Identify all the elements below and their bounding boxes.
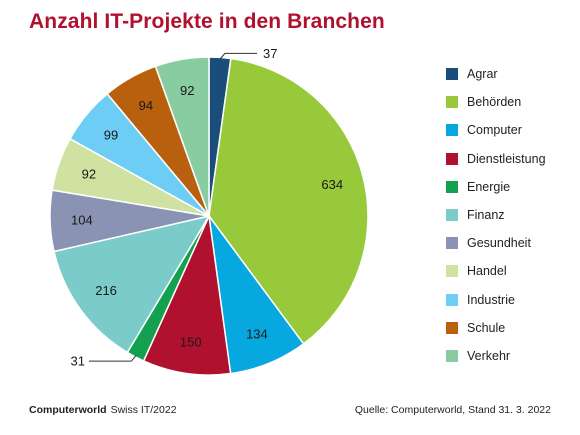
legend-swatch <box>446 237 458 250</box>
legend-label: Computer <box>467 123 522 138</box>
legend-label: Gesundheit <box>467 236 531 251</box>
value-label-computer: 134 <box>246 326 268 341</box>
value-label-verkehr: 92 <box>180 83 194 98</box>
footer-source: Quelle: Computerworld, Stand 31. 3. 2022 <box>354 404 551 416</box>
legend-item-computer: Computer <box>446 116 546 144</box>
legend-item-schule: Schule <box>446 314 546 342</box>
legend-item-verkehr: Verkehr <box>446 342 546 370</box>
legend-label: Schule <box>467 320 506 335</box>
legend-label: Agrar <box>467 67 498 82</box>
footer-publication: Swiss IT/2022 <box>110 404 177 416</box>
legend-item-industrie: Industrie <box>446 286 546 314</box>
legend-label: Energie <box>467 179 511 194</box>
legend-swatch <box>446 180 458 193</box>
legend-swatch <box>446 265 458 278</box>
slice-verkehr <box>154 56 210 217</box>
leader-line-agrar <box>219 52 257 60</box>
legend-item-dienstleistung: Dienstleistung <box>446 145 546 173</box>
legend-swatch <box>446 68 458 81</box>
legend-label: Handel <box>467 264 507 279</box>
legend-swatch <box>446 349 458 362</box>
value-label-handel: 92 <box>82 167 96 182</box>
legend-label: Verkehr <box>467 348 511 363</box>
legend-swatch <box>446 293 458 306</box>
value-label-behoerden: 634 <box>321 177 343 192</box>
value-label-gesundheit: 104 <box>71 212 93 227</box>
slice-finanz <box>53 214 211 354</box>
legend-swatch <box>446 96 458 109</box>
legend-swatch <box>446 321 458 334</box>
slice-dienstleistung <box>142 213 232 376</box>
legend-item-handel: Handel <box>446 257 546 285</box>
chart-legend: Agrar Behörden Computer Dienstleistung Energ… <box>446 60 546 370</box>
legend-item-behoerden: Behörden <box>446 88 546 116</box>
legend-label: Dienstleistung <box>467 151 546 166</box>
legend-item-agrar: Agrar <box>446 60 546 88</box>
chart-title: Anzahl IT-Projekte in den Branchen <box>29 10 385 33</box>
legend-item-energie: Energie <box>446 173 546 201</box>
value-label-schule: 94 <box>139 98 153 113</box>
footer-credit: Computerworld Swiss IT/2022 <box>29 404 177 416</box>
legend-label: Behörden <box>467 95 522 110</box>
legend-swatch <box>446 124 458 137</box>
legend-swatch <box>446 152 458 165</box>
value-label-agrar: 37 <box>263 46 277 61</box>
legend-item-finanz: Finanz <box>446 201 546 229</box>
footer-brand: Computerworld <box>29 404 107 416</box>
leader-line-energie <box>89 354 137 362</box>
legend-item-gesundheit: Gesundheit <box>446 229 546 257</box>
legend-label: Industrie <box>467 292 515 307</box>
value-label-energie: 31 <box>71 354 85 369</box>
legend-swatch <box>446 209 458 222</box>
slice-behoerden <box>208 57 369 345</box>
legend-label: Finanz <box>467 208 505 223</box>
value-label-industrie: 99 <box>104 127 118 142</box>
value-label-dienstleistung: 150 <box>180 334 202 349</box>
value-label-finanz: 216 <box>95 283 117 298</box>
